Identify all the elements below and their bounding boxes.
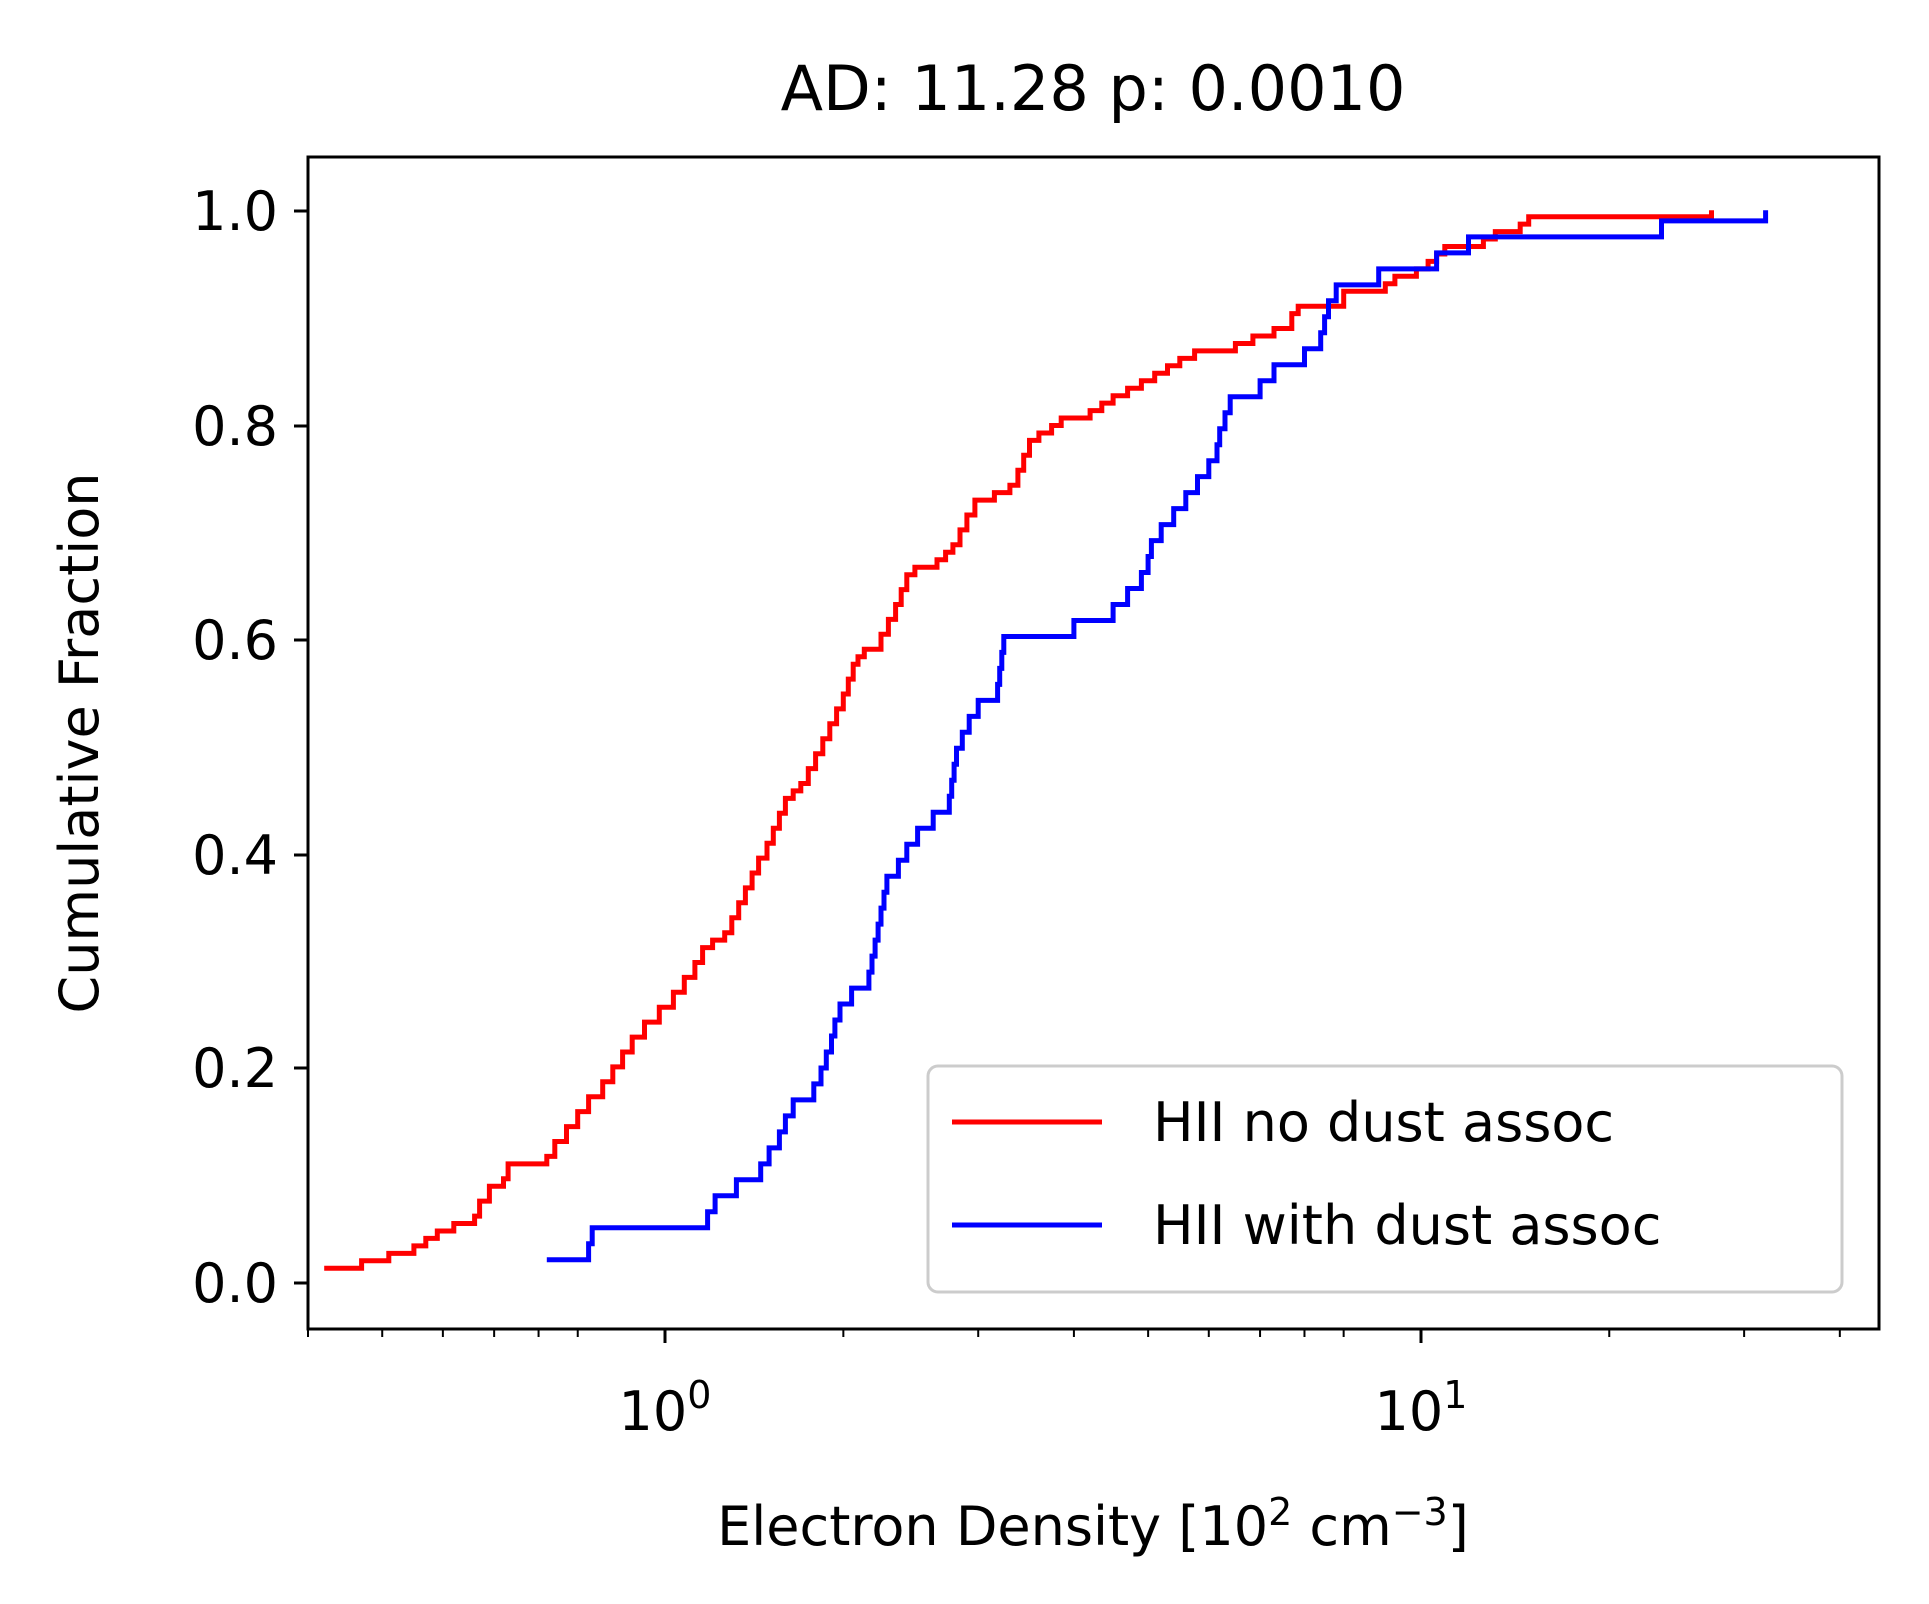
legend-entry-2: HII with dust assoc	[952, 1194, 1661, 1257]
x-tick-label-1: 100	[619, 1373, 712, 1443]
y-tick-3: 0.4	[192, 824, 308, 887]
y-tick-4: 0.6	[192, 609, 308, 672]
x-tick-2: 101	[1375, 1329, 1468, 1443]
series-line-2	[546, 210, 1769, 1263]
x-axis: 100 101 Electron Density [102 cm−3]	[307, 1329, 1841, 1558]
y-tick-5: 0.8	[192, 395, 308, 458]
y-axis: 0.0 0.2 0.4 0.6 0.8 1.0 Cumulative Fract…	[48, 180, 308, 1315]
legend-box	[926, 1064, 1844, 1294]
y-tick-label-5: 0.8	[192, 395, 278, 458]
y-axis-label: Cumulative Fraction	[48, 473, 111, 1014]
y-tick-6: 1.0	[192, 180, 308, 243]
plot-area	[306, 155, 1881, 1331]
y-tick-label-2: 0.2	[192, 1037, 278, 1100]
x-axis-label: Electron Density [102 cm−3]	[717, 1490, 1469, 1558]
chart-title: AD: 11.28 p: 0.0010	[781, 52, 1406, 125]
y-tick-label-1: 0.0	[192, 1252, 278, 1315]
series-line-1	[324, 210, 1714, 1271]
y-tick-label-6: 1.0	[192, 180, 278, 243]
y-tick-1: 0.0	[192, 1252, 308, 1315]
y-tick-2: 0.2	[192, 1037, 308, 1100]
legend: HII no dust assoc HII with dust assoc	[926, 1064, 1844, 1294]
y-tick-label-3: 0.4	[192, 824, 278, 887]
x-tick-1: 100	[619, 1329, 712, 1443]
legend-label-1: HII no dust assoc	[1153, 1091, 1614, 1154]
legend-label-2: HII with dust assoc	[1153, 1194, 1661, 1257]
y-tick-label-4: 0.6	[192, 609, 278, 672]
x-tick-label-2: 101	[1375, 1373, 1468, 1443]
axes-frame	[306, 155, 1881, 1331]
legend-entry-1: HII no dust assoc	[952, 1091, 1614, 1154]
